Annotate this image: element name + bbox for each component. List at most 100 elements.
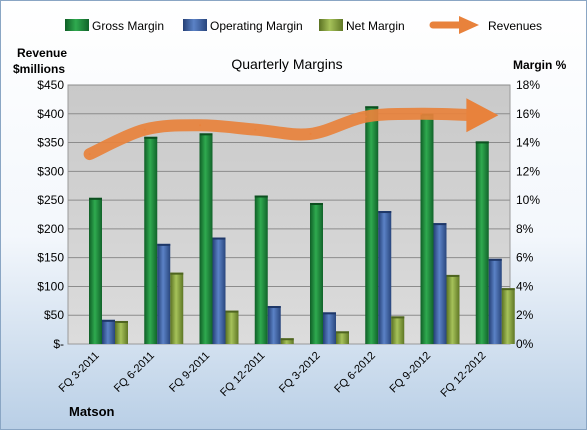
right-tick-label: 16% — [516, 107, 540, 121]
bar-gross-margin-fq-3-2012 — [310, 202, 323, 344]
revenues-arrowhead — [466, 98, 499, 133]
left-tick-label: $- — [53, 337, 64, 351]
right-axis-label: Margin % — [513, 58, 567, 72]
bar-operating-margin-fq-3-2011 — [102, 319, 115, 344]
revenues-series — [83, 98, 499, 161]
right-tick-label: 8% — [516, 222, 534, 236]
bar-cap — [336, 331, 349, 334]
x-tick-label: FQ 12-2012 — [439, 350, 489, 400]
bar-cap — [501, 288, 515, 291]
bar-gross-margin-fq-9-2012 — [420, 113, 434, 345]
bar-net-margin-fq-3-2012 — [336, 331, 349, 344]
bar-gross-margin-fq-6-2012 — [365, 106, 379, 344]
bar-cap — [378, 211, 392, 214]
bar-cap — [280, 338, 294, 341]
x-axis-ticks: FQ 3-2011 FQ 6-2011 FQ 9-2011 FQ 12-2011 FQ … — [57, 350, 489, 400]
bar-gross-margin-fq-12-2012 — [475, 141, 489, 344]
left-tick-label: $100 — [37, 279, 64, 293]
right-tick-label: 2% — [516, 308, 534, 322]
x-tick-label: FQ 9-2011 — [167, 350, 212, 395]
bar-operating-margin-fq-3-2012 — [323, 312, 336, 344]
bar-operating-margin-fq-6-2011 — [157, 243, 171, 344]
legend-label-net-margin: Net Margin — [346, 19, 405, 33]
revenues-point-fq-12-2011 — [254, 128, 257, 131]
bar-cap — [267, 306, 281, 309]
left-axis-label-line2: $millions — [13, 62, 65, 76]
x-tick-label: FQ 3-2011 — [57, 350, 102, 395]
legend-swatch-operating-margin — [183, 19, 207, 31]
left-tick-label: $50 — [44, 308, 64, 322]
left-tick-label: $350 — [37, 136, 64, 150]
left-tick-label: $150 — [37, 251, 64, 265]
bar-cap — [433, 223, 447, 226]
left-tick-label: $400 — [37, 107, 64, 121]
x-tick-label: FQ 6-2011 — [112, 350, 157, 395]
bar-gross-margin-fq-12-2011 — [254, 195, 268, 344]
bars — [89, 106, 515, 345]
bar-operating-margin-fq-12-2012 — [488, 258, 502, 344]
bar-cap — [488, 258, 502, 261]
bar-cap — [212, 237, 226, 240]
bar-cap — [225, 310, 239, 313]
revenues-line — [83, 107, 483, 161]
revenues-point-fq-6-2012 — [364, 115, 367, 118]
bar-cap — [365, 106, 379, 109]
chart-title: Quarterly Margins — [231, 56, 342, 72]
bar-cap — [254, 195, 268, 198]
legend-label-operating-margin: Operating Margin — [210, 19, 303, 33]
left-tick-label: $450 — [37, 78, 64, 92]
legend-label-gross-margin: Gross Margin — [92, 19, 164, 33]
x-tick-label: FQ 3-2012 — [277, 350, 323, 396]
revenues-point-fq-3-2011 — [88, 153, 91, 156]
bar-cap — [475, 141, 489, 144]
bar-cap — [446, 274, 460, 277]
bar-cap — [199, 133, 213, 136]
revenues-point-fq-6-2011 — [143, 128, 146, 131]
bar-cap — [115, 320, 128, 323]
left-axis-label-line1: Revenue — [17, 46, 67, 60]
revenues-point-fq-9-2011 — [199, 124, 202, 127]
bar-cap — [170, 272, 184, 275]
bar-net-margin-fq-12-2012 — [501, 288, 515, 344]
x-tick-label: FQ 6-2012 — [332, 350, 378, 396]
bar-gross-margin-fq-9-2011 — [199, 133, 213, 344]
bar-net-margin-fq-9-2011 — [225, 310, 239, 344]
legend-swatch-gross-margin — [65, 19, 89, 31]
bar-operating-margin-fq-6-2012 — [378, 211, 392, 344]
legend: Gross Margin Operating Margin Net Margin… — [65, 16, 542, 34]
revenues-point-fq-9-2012 — [420, 112, 423, 115]
x-tick-label: FQ 9-2012 — [388, 350, 434, 396]
right-tick-label: 18% — [516, 78, 540, 92]
bar-net-margin-fq-9-2012 — [446, 274, 460, 344]
footer-label: Matson — [69, 404, 115, 419]
bar-operating-margin-fq-9-2012 — [433, 223, 447, 344]
revenues-point-fq-3-2012 — [309, 132, 312, 135]
left-tick-label: $250 — [37, 193, 64, 207]
bar-net-margin-fq-6-2012 — [391, 316, 405, 344]
bar-gross-margin-fq-3-2011 — [89, 197, 102, 344]
bar-cap — [391, 316, 405, 319]
bar-cap — [310, 202, 323, 205]
left-tick-label: $200 — [37, 222, 64, 236]
right-tick-label: 4% — [516, 279, 534, 293]
left-tick-label: $300 — [37, 164, 64, 178]
legend-swatch-net-margin — [319, 19, 343, 31]
legend-swatch-revenues — [429, 16, 479, 34]
bar-gross-margin-fq-6-2011 — [144, 136, 158, 344]
legend-label-revenues: Revenues — [488, 19, 542, 33]
right-tick-label: 14% — [516, 136, 540, 150]
bar-cap — [144, 136, 158, 139]
bar-cap — [323, 312, 336, 315]
bar-net-margin-fq-3-2011 — [115, 320, 128, 344]
bar-net-margin-fq-6-2011 — [170, 272, 184, 344]
bar-net-margin-fq-12-2011 — [280, 338, 294, 344]
left-axis-ticks: $- $50 $100 $150 $200 $250 $300 $350 $400 $450 — [37, 78, 64, 351]
bar-cap — [89, 197, 102, 200]
right-tick-label: 6% — [516, 251, 534, 265]
bar-cap — [102, 319, 115, 322]
x-tick-label: FQ 12-2011 — [218, 350, 267, 399]
right-tick-label: 10% — [516, 193, 540, 207]
right-tick-label: 0% — [516, 337, 534, 351]
